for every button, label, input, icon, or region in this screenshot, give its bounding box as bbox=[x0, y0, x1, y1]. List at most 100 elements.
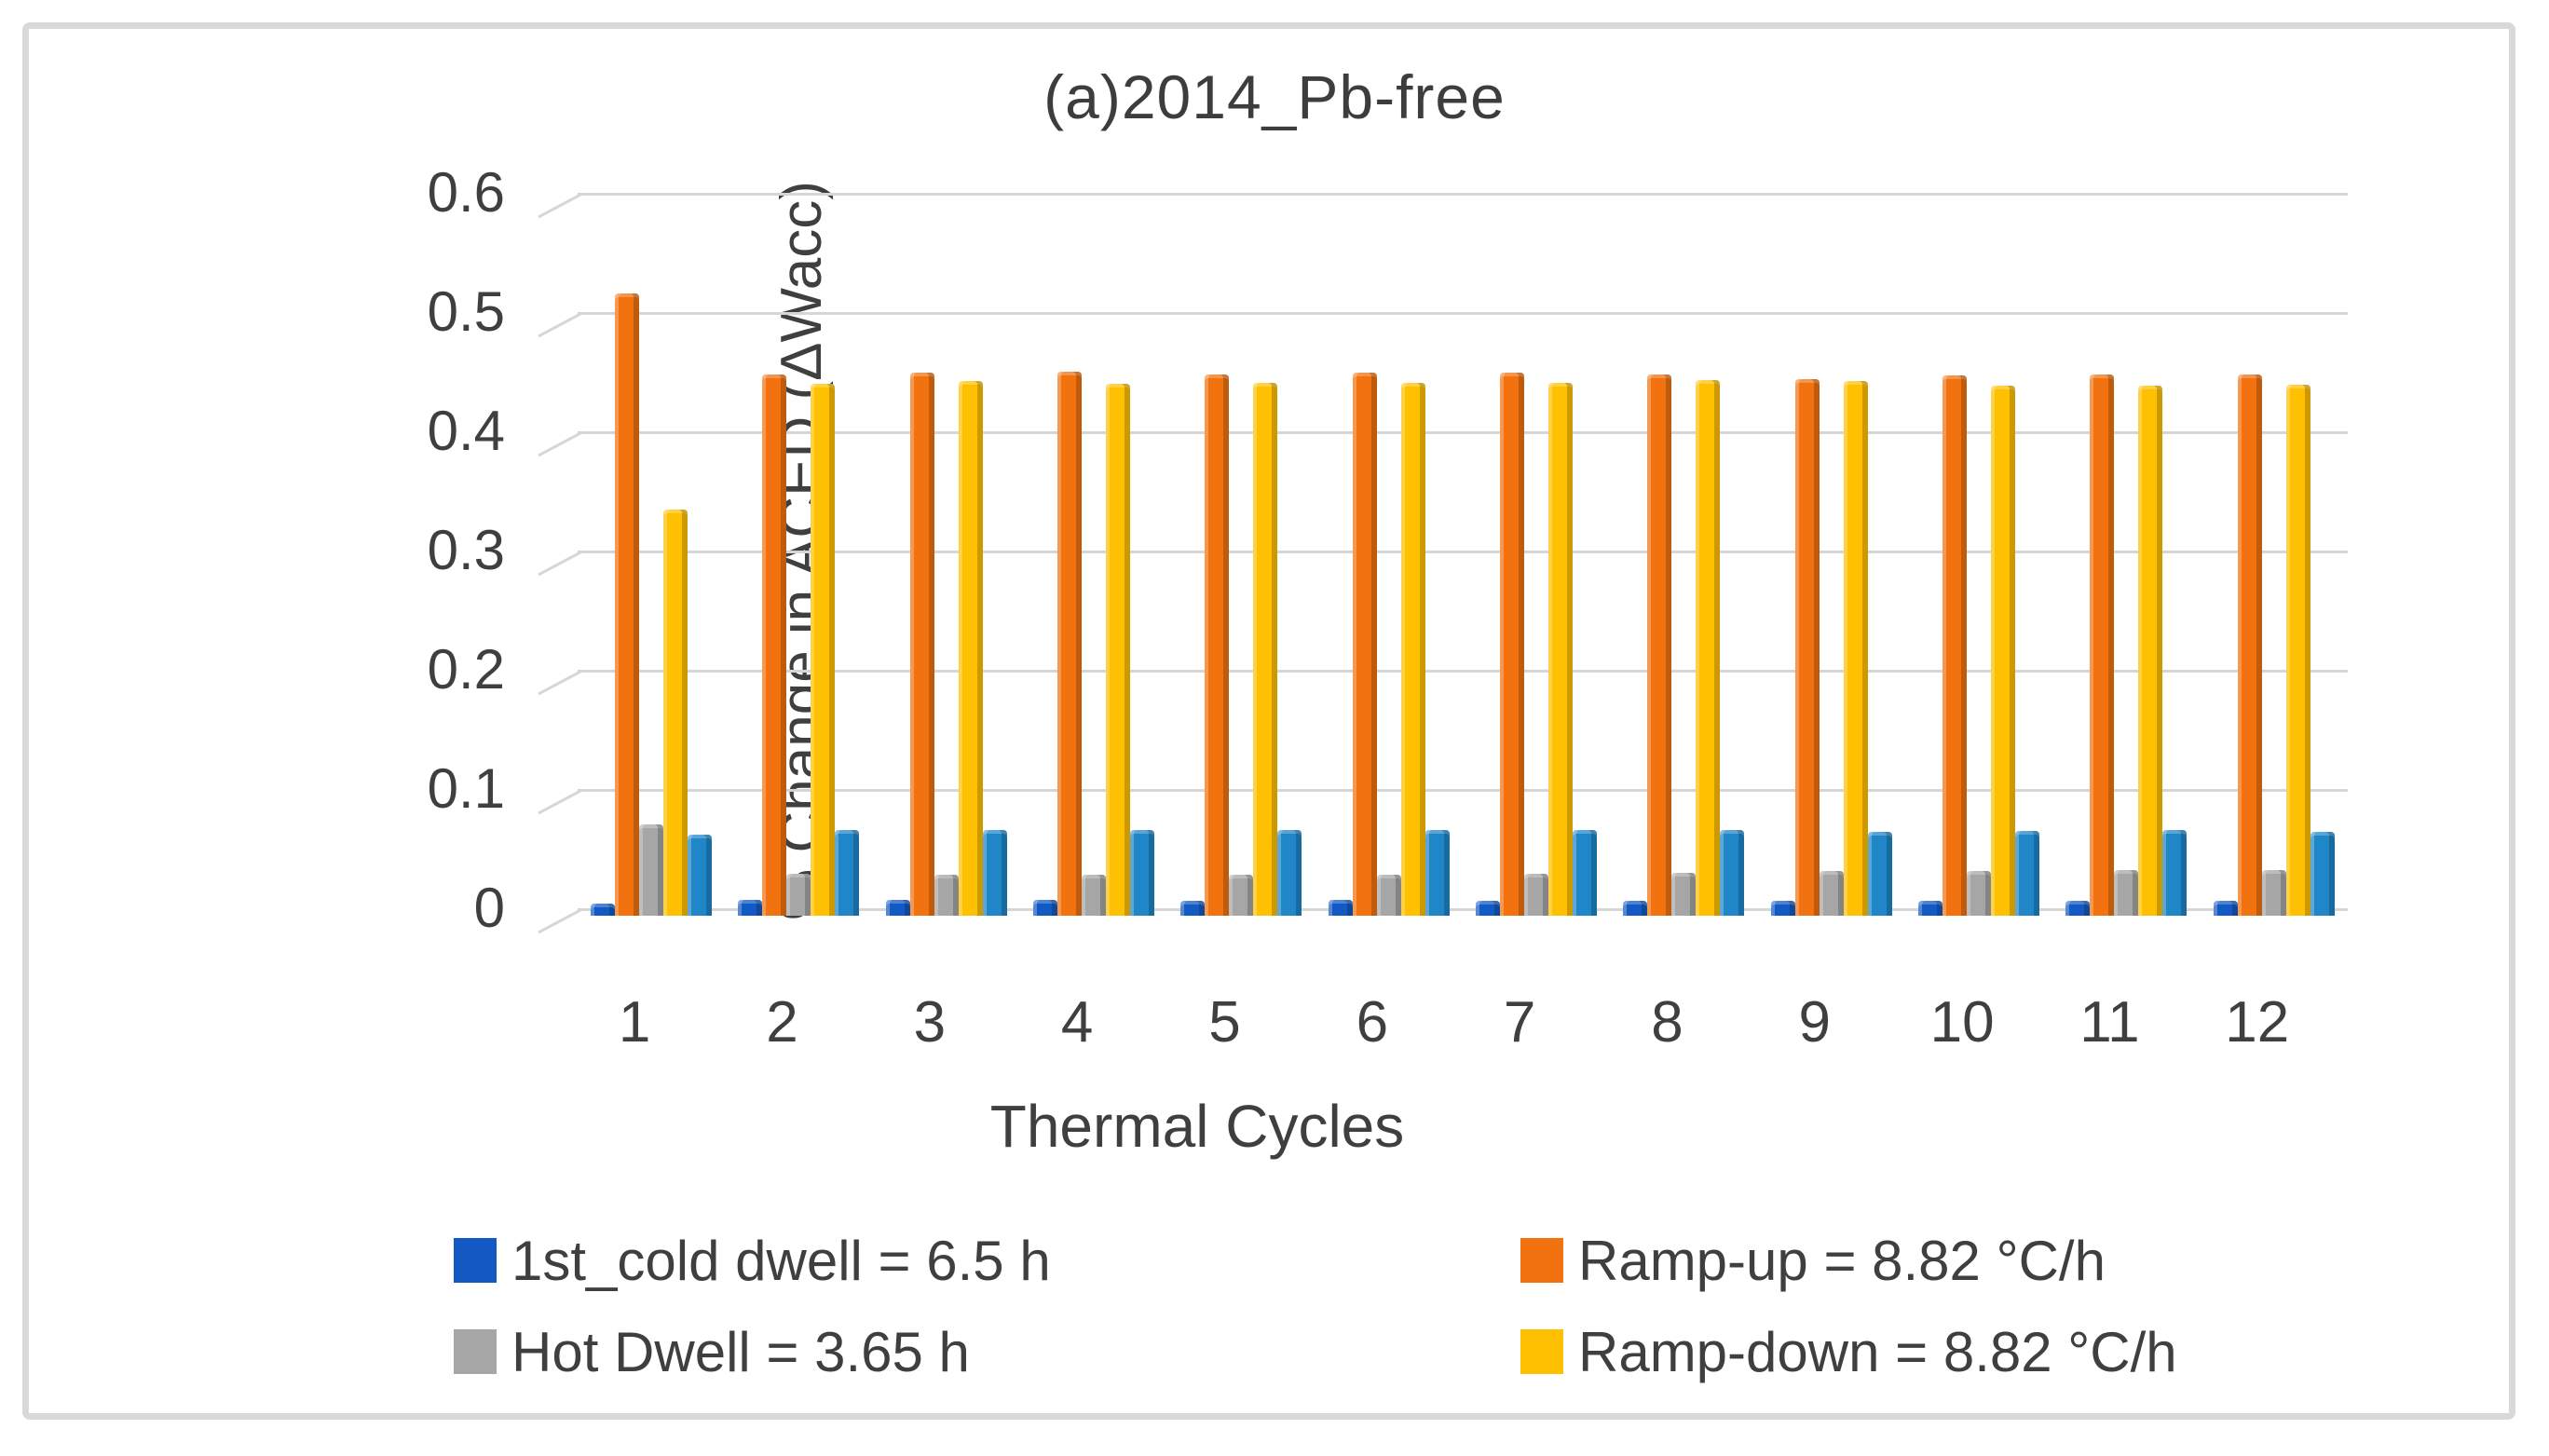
bar-group-cycle-7 bbox=[1463, 193, 1610, 916]
bar-series3-cycle-6 bbox=[1376, 875, 1401, 916]
bar-series5-cycle-6 bbox=[1424, 830, 1450, 916]
bar-series3-cycle-9 bbox=[1819, 871, 1844, 916]
x-tick-label-3: 3 bbox=[913, 990, 947, 1055]
bar-series5-cycle-10 bbox=[2015, 831, 2040, 916]
bar-series4-cycle-10 bbox=[1991, 386, 2016, 916]
x-tick-label-8: 8 bbox=[1651, 990, 1683, 1055]
y-tick-label-0.4: 0.4 bbox=[427, 400, 505, 462]
legend-swatch-icon bbox=[454, 1329, 497, 1374]
bar-series3-cycle-5 bbox=[1229, 875, 1254, 916]
bar-series5-cycle-4 bbox=[1130, 830, 1155, 916]
bar-series5-cycle-5 bbox=[1277, 830, 1302, 916]
plot-area: % Change in ACED (ΔWacc) 0.6 0.5 0.4 0.3 0.2… bbox=[428, 165, 2348, 936]
legend-label: 1st_cold dwell = 6.5 h bbox=[511, 1229, 1051, 1292]
bar-series1-cycle-10 bbox=[1918, 901, 1943, 916]
legend-label: Ramp-down = 8.82 °C/h bbox=[1578, 1320, 2177, 1383]
legend-item-3: Hot Dwell = 3.65 h bbox=[454, 1319, 1520, 1384]
bar-series5-cycle-8 bbox=[1720, 830, 1745, 916]
bar-series2-cycle-9 bbox=[1794, 379, 1820, 916]
legend-swatch-icon bbox=[1520, 1329, 1563, 1374]
x-axis-tick-labels: 1 2 3 4 5 6 7 8 9 10 11 12 bbox=[578, 989, 2348, 1055]
bar-series3-cycle-7 bbox=[1524, 874, 1549, 916]
bar-series1-cycle-8 bbox=[1623, 901, 1648, 916]
bar-group-cycle-6 bbox=[1315, 193, 1463, 916]
bar-layer bbox=[578, 193, 2348, 916]
bar-series3-cycle-1 bbox=[639, 824, 664, 916]
bar-series4-cycle-3 bbox=[958, 381, 983, 916]
y-tick-label-0.3: 0.3 bbox=[427, 519, 505, 581]
legend-label: Ramp-up = 8.82 °C/h bbox=[1578, 1229, 2106, 1292]
bar-series3-cycle-12 bbox=[2261, 870, 2286, 916]
bar-group-cycle-1 bbox=[578, 193, 725, 916]
bar-series5-cycle-12 bbox=[2310, 832, 2335, 916]
bar-series4-cycle-2 bbox=[811, 384, 836, 916]
bar-series3-cycle-8 bbox=[1671, 873, 1697, 916]
bar-series4-cycle-4 bbox=[1106, 384, 1131, 916]
bar-series3-cycle-4 bbox=[1082, 875, 1107, 916]
bar-series5-cycle-7 bbox=[1573, 830, 1598, 916]
gridline-0.5 bbox=[538, 312, 2348, 338]
x-tick-label-2: 2 bbox=[766, 990, 798, 1055]
legend-swatch-icon bbox=[454, 1238, 497, 1283]
bar-series4-cycle-9 bbox=[1843, 381, 1868, 916]
bar-group-cycle-4 bbox=[1020, 193, 1167, 916]
bar-series5-cycle-3 bbox=[982, 830, 1007, 916]
x-axis-title: Thermal Cycles bbox=[989, 1093, 1405, 1160]
bar-series2-cycle-12 bbox=[2237, 374, 2262, 916]
gridline-0.1 bbox=[538, 789, 2348, 815]
bar-series2-cycle-1 bbox=[615, 293, 640, 916]
bar-series1-cycle-4 bbox=[1033, 900, 1058, 916]
x-tick-label-7: 7 bbox=[1503, 990, 1536, 1055]
bar-series1-cycle-12 bbox=[2213, 901, 2238, 916]
bar-series2-cycle-8 bbox=[1647, 374, 1672, 916]
bar-series4-cycle-1 bbox=[663, 510, 688, 916]
legend: 1st_cold dwell = 6.5 h Ramp-up = 8.82 °C/… bbox=[454, 1228, 2336, 1384]
bar-series3-cycle-3 bbox=[934, 875, 959, 916]
y-tick-label-0.2: 0.2 bbox=[427, 638, 505, 701]
bar-group-cycle-8 bbox=[1610, 193, 1757, 916]
bar-series3-cycle-11 bbox=[2114, 870, 2139, 916]
x-tick-label-5: 5 bbox=[1208, 990, 1241, 1055]
bar-series1-cycle-2 bbox=[738, 900, 763, 916]
bar-series3-cycle-10 bbox=[1967, 871, 1992, 916]
x-tick-label-10: 10 bbox=[1929, 990, 1995, 1055]
legend-label: Hot Dwell = 3.65 h bbox=[511, 1320, 970, 1383]
legend-item-2: Ramp-up = 8.82 °C/h bbox=[1520, 1228, 2336, 1293]
y-tick-label-0: 0 bbox=[473, 877, 505, 939]
bar-series5-cycle-2 bbox=[835, 830, 860, 916]
bar-series2-cycle-5 bbox=[1205, 374, 1230, 916]
bar-series1-cycle-5 bbox=[1180, 901, 1206, 916]
bar-series2-cycle-6 bbox=[1352, 373, 1377, 916]
bar-series2-cycle-10 bbox=[1942, 375, 1968, 916]
x-tick-label-6: 6 bbox=[1356, 990, 1389, 1055]
x-tick-label-1: 1 bbox=[618, 990, 651, 1055]
bar-series2-cycle-3 bbox=[909, 373, 934, 916]
bar-group-cycle-3 bbox=[873, 193, 1020, 916]
bar-group-cycle-5 bbox=[1167, 193, 1315, 916]
gridline-0.2 bbox=[538, 670, 2348, 696]
bar-series4-cycle-8 bbox=[1696, 380, 1721, 916]
bar-series5-cycle-11 bbox=[2162, 830, 2188, 916]
y-tick-label-0.1: 0.1 bbox=[427, 757, 505, 820]
bar-group-cycle-9 bbox=[1758, 193, 1905, 916]
bar-series1-cycle-1 bbox=[591, 904, 616, 916]
bar-series4-cycle-12 bbox=[2285, 385, 2310, 916]
bar-group-cycle-11 bbox=[2052, 193, 2200, 916]
bar-group-cycle-10 bbox=[1905, 193, 2052, 916]
bar-group-cycle-2 bbox=[725, 193, 872, 916]
y-tick-label-0.5: 0.5 bbox=[427, 280, 505, 343]
gridline-0 bbox=[538, 908, 2348, 934]
y-tick-label-0.6: 0.6 bbox=[427, 161, 505, 224]
x-tick-label-4: 4 bbox=[1060, 990, 1094, 1055]
legend-swatch-icon bbox=[1520, 1238, 1563, 1283]
bar-series1-cycle-3 bbox=[885, 900, 910, 916]
bar-series3-cycle-2 bbox=[786, 874, 811, 916]
gridline-0.6 bbox=[538, 193, 2348, 219]
bar-series4-cycle-5 bbox=[1253, 383, 1278, 916]
legend-item-1: 1st_cold dwell = 6.5 h bbox=[454, 1228, 1520, 1293]
bar-series2-cycle-11 bbox=[2090, 374, 2115, 916]
bar-series5-cycle-9 bbox=[1867, 832, 1892, 916]
bar-series2-cycle-7 bbox=[1500, 373, 1525, 916]
legend-item-4: Ramp-down = 8.82 °C/h bbox=[1520, 1319, 2336, 1384]
bar-series1-cycle-7 bbox=[1476, 901, 1501, 916]
